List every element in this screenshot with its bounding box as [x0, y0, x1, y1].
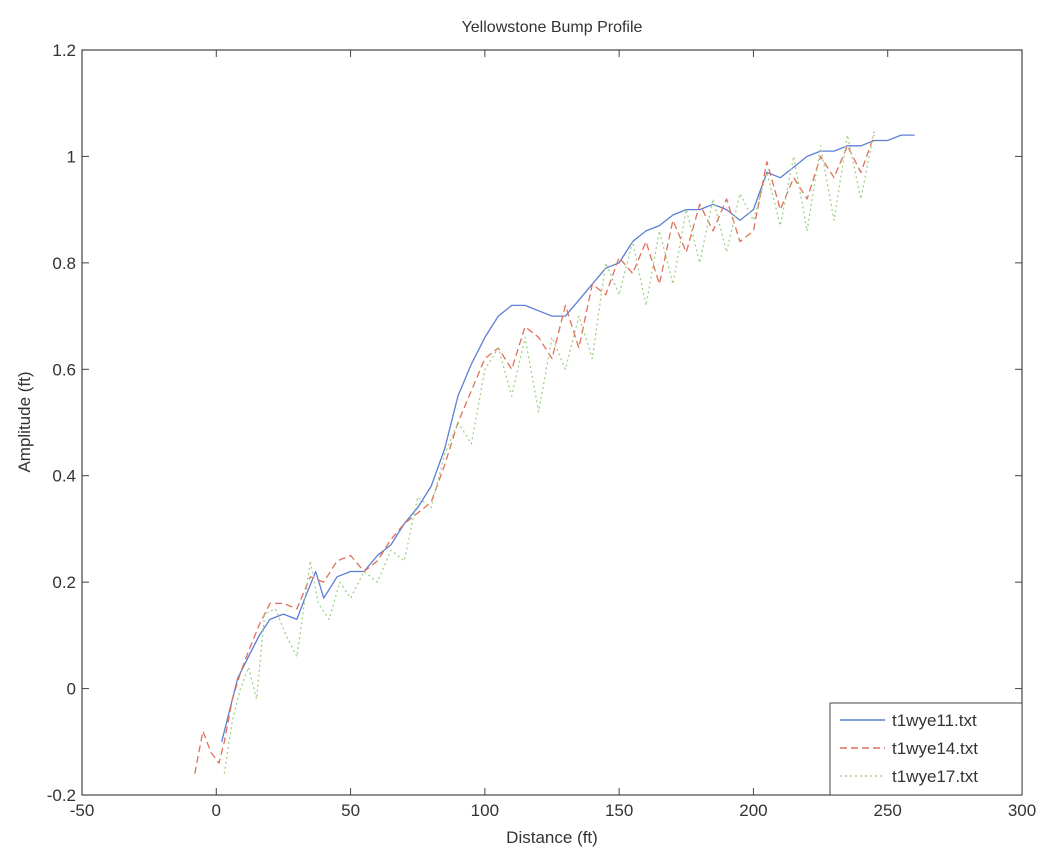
series-line-2 [194, 134, 875, 774]
legend: t1wye11.txt t1wye14.txt t1wye17.txt [829, 702, 1023, 796]
x-tick-label: -50 [70, 801, 95, 820]
y-tick-label: 0.4 [52, 467, 76, 486]
legend-label-3: t1wye17.txt [892, 767, 978, 786]
x-tick-label: 200 [739, 801, 767, 820]
legend-items: t1wye11.txt t1wye14.txt t1wye17.txt [840, 711, 978, 786]
y-tick-label: 1 [67, 147, 76, 166]
x-tick-label: 300 [1008, 801, 1036, 820]
y-axis-title: Amplitude (ft) [15, 371, 34, 472]
series-line-3 [223, 129, 875, 774]
legend-label-2: t1wye14.txt [892, 739, 978, 758]
x-tick-label: 100 [471, 801, 499, 820]
y-tick-label: 1.2 [52, 41, 76, 60]
x-tick-label: 0 [212, 801, 221, 820]
y-tick-label: 0 [67, 680, 76, 699]
ticks-group: -50 0 50 100 150 200 250 300 -0.2 0 0.2 0.4 0.6 0.8 1 1… [47, 41, 1036, 820]
x-tick-label: 150 [605, 801, 633, 820]
x-axis-title: Distance (ft) [506, 828, 598, 847]
y-tick-label: -0.2 [47, 786, 76, 805]
series-line-1 [221, 134, 915, 742]
legend-box [829, 702, 1023, 796]
y-tick-label: 0.6 [52, 360, 76, 379]
y-tick-label: 0.2 [52, 573, 76, 592]
plot-area [81, 49, 1023, 796]
x-tick-label: 50 [341, 801, 360, 820]
chart-title: Yellowstone Bump Profile [462, 19, 643, 36]
series-group [194, 129, 915, 774]
legend-label-1: t1wye11.txt [892, 711, 977, 730]
x-tick-label: 250 [874, 801, 902, 820]
y-tick-label: 0.8 [52, 254, 76, 273]
